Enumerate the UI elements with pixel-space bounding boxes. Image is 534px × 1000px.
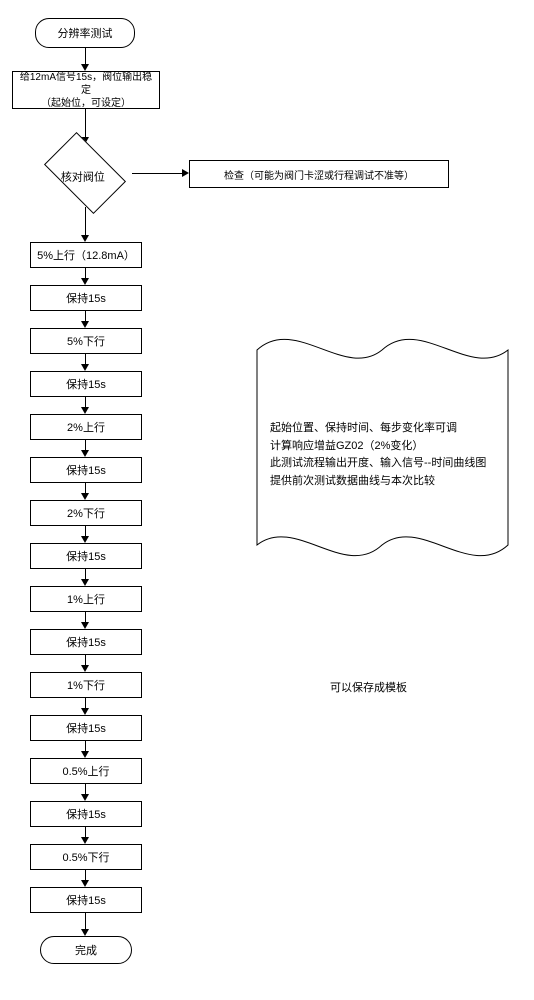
step-node: 保持15s <box>30 801 142 827</box>
step-label: 保持15s <box>66 376 106 392</box>
step-label: 0.5%下行 <box>62 849 109 865</box>
step-label: 2%上行 <box>67 419 105 435</box>
arrow <box>81 407 89 414</box>
step-node: 保持15s <box>30 371 142 397</box>
init-label: 给12mA信号15s，阀位输出稳定 （起始位，可设定） <box>19 71 153 110</box>
step-label: 2%下行 <box>67 505 105 521</box>
step-label: 保持15s <box>66 634 106 650</box>
edge <box>85 109 86 139</box>
decision-label: 核对阀位 <box>48 169 118 185</box>
step-label: 5%下行 <box>67 333 105 349</box>
step-label: 0.5%上行 <box>62 763 109 779</box>
start-label: 分辨率测试 <box>58 25 113 41</box>
annotation-save-template: 可以保存成模板 <box>330 680 407 698</box>
step-node: 保持15s <box>30 457 142 483</box>
step-node: 保持15s <box>30 543 142 569</box>
arrow <box>182 169 189 177</box>
step-node: 保持15s <box>30 285 142 311</box>
decision-node: 核对阀位 <box>44 132 126 214</box>
annotation-line: 提供前次测试数据曲线与本次比较 <box>270 473 495 491</box>
arrow <box>81 622 89 629</box>
check-node: 检查（可能为阀门卡涩或行程调试不准等） <box>189 160 449 188</box>
arrow <box>81 278 89 285</box>
end-label: 完成 <box>75 942 97 958</box>
arrow <box>81 708 89 715</box>
edge <box>85 207 86 237</box>
arrow <box>81 579 89 586</box>
step-node: 5%上行（12.8mA） <box>30 242 142 268</box>
step-label: 保持15s <box>66 720 106 736</box>
step-node: 0.5%下行 <box>30 844 142 870</box>
step-node: 保持15s <box>30 629 142 655</box>
step-label: 保持15s <box>66 462 106 478</box>
step-label: 5%上行（12.8mA） <box>37 247 135 263</box>
step-label: 1%上行 <box>67 591 105 607</box>
arrow <box>81 364 89 371</box>
arrow <box>81 751 89 758</box>
arrow <box>81 493 89 500</box>
step-label: 保持15s <box>66 806 106 822</box>
arrow <box>81 321 89 328</box>
arrow <box>81 665 89 672</box>
step-node: 保持15s <box>30 887 142 913</box>
step-label: 保持15s <box>66 892 106 908</box>
annotation-line: 起始位置、保持时间、每步变化率可调 <box>270 420 495 438</box>
step-node: 2%下行 <box>30 500 142 526</box>
arrow <box>81 235 89 242</box>
check-label: 检查（可能为阀门卡涩或行程调试不准等） <box>224 167 414 182</box>
arrow <box>81 450 89 457</box>
step-node: 保持15s <box>30 715 142 741</box>
arrow <box>81 880 89 887</box>
end-node: 完成 <box>40 936 132 964</box>
arrow <box>81 929 89 936</box>
step-label: 1%下行 <box>67 677 105 693</box>
step-node: 1%下行 <box>30 672 142 698</box>
step-node: 2%上行 <box>30 414 142 440</box>
step-node: 0.5%上行 <box>30 758 142 784</box>
step-label: 保持15s <box>66 290 106 306</box>
step-label: 保持15s <box>66 548 106 564</box>
edge <box>132 173 184 174</box>
step-node: 5%下行 <box>30 328 142 354</box>
arrow <box>81 536 89 543</box>
annotation-line: 计算响应增益GZ02（2%变化） <box>270 438 495 456</box>
arrow <box>81 794 89 801</box>
init-node: 给12mA信号15s，阀位输出稳定 （起始位，可设定） <box>12 71 160 109</box>
start-node: 分辨率测试 <box>35 18 135 48</box>
step-node: 1%上行 <box>30 586 142 612</box>
annotation-doc-text: 起始位置、保持时间、每步变化率可调 计算响应增益GZ02（2%变化） 此测试流程… <box>270 420 495 490</box>
arrow <box>81 837 89 844</box>
annotation-line: 此测试流程输出开度、输入信号--时间曲线图 <box>270 455 495 473</box>
